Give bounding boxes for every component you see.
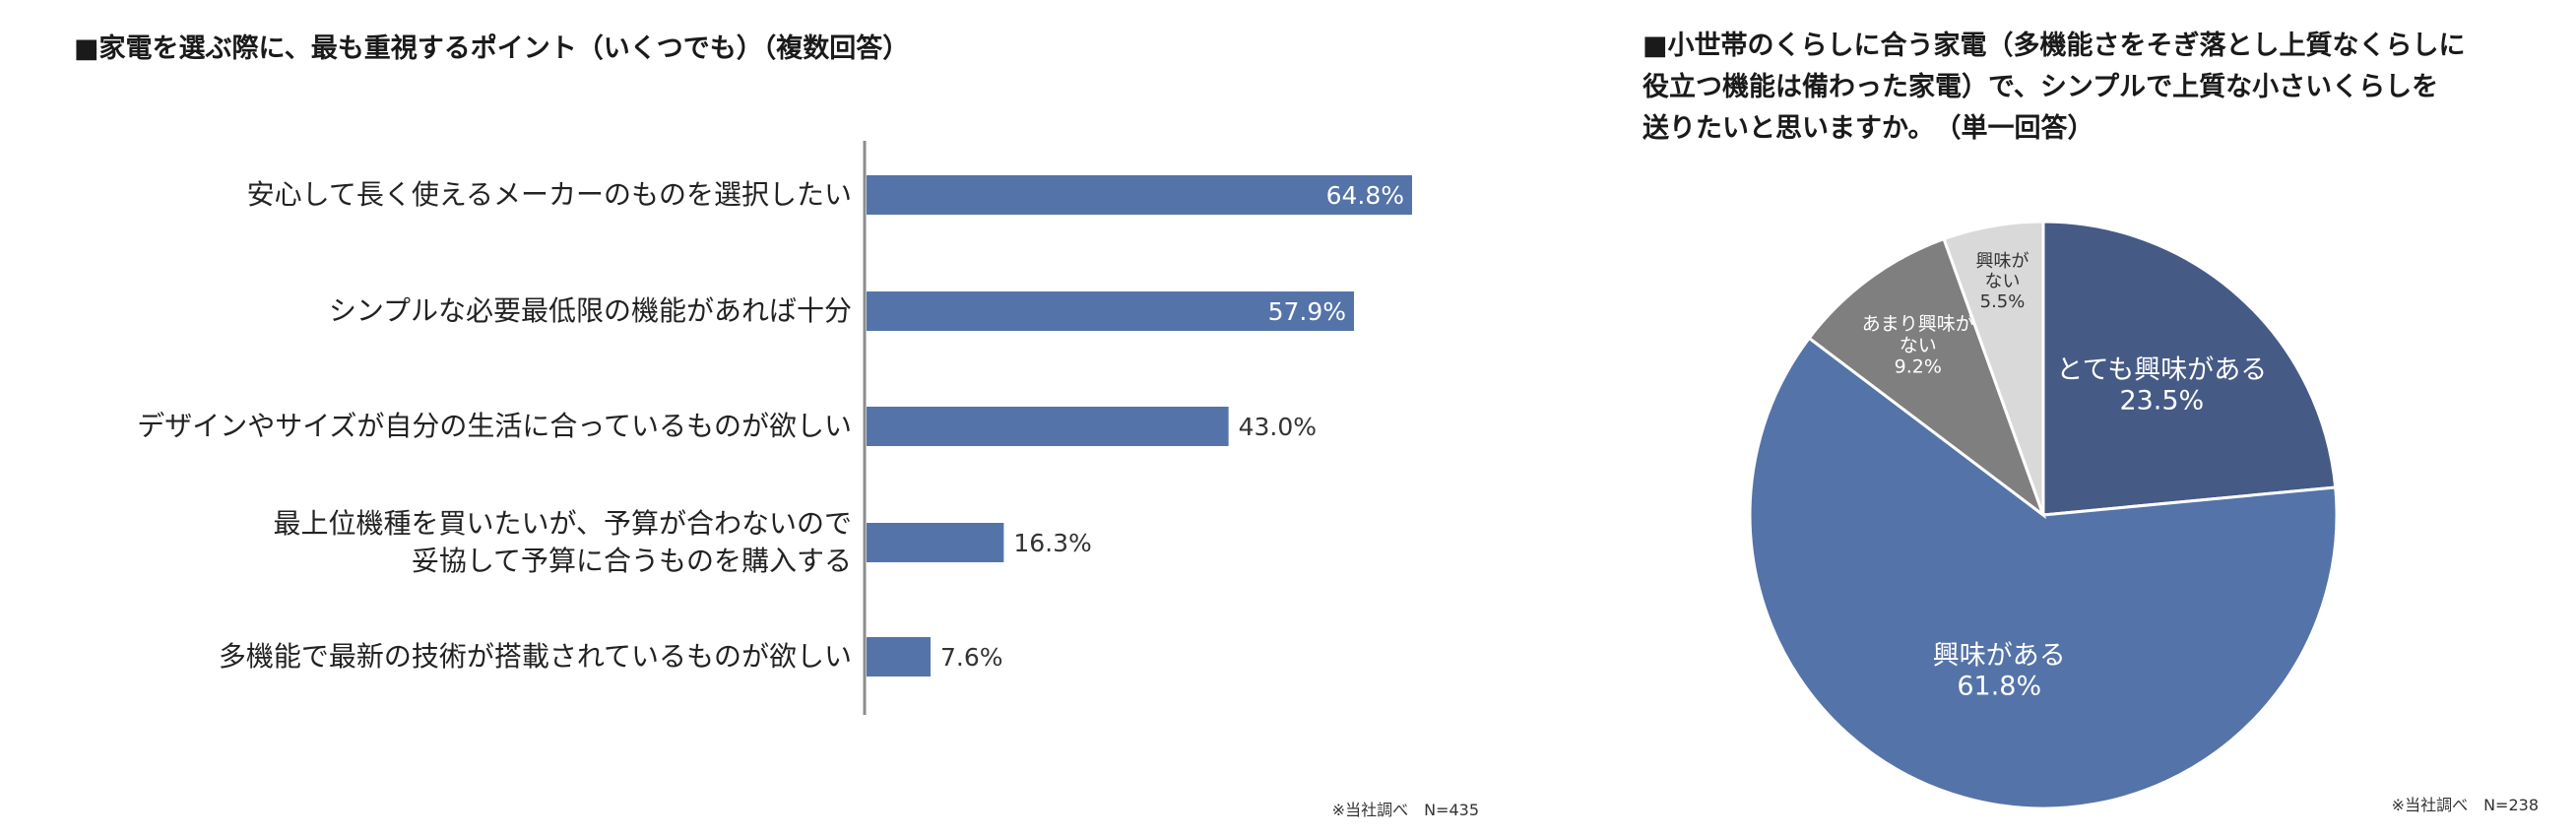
pie-slice-label: 23.5%	[2119, 386, 2204, 417]
bar-value-label: 43.0%	[1239, 413, 1317, 441]
bar-value-label: 64.8%	[1326, 181, 1404, 210]
bar	[867, 637, 931, 676]
pie-slice-label: 興味がある	[1933, 641, 2066, 672]
category-label: 最上位機種を買いたいが、予算が合わないので	[274, 507, 852, 540]
category-label: 多機能で最新の技術が搭載されているものが欲しい	[219, 640, 852, 673]
bar	[867, 523, 1004, 562]
bar-chart: ■家電を選ぶ際に、最も重視するポイント（いくつでも）（複数回答） 64.8% 安心…	[74, 32, 1479, 819]
pie-slice-label: 61.8%	[1957, 672, 2041, 702]
pie-slice-label: ない	[1900, 335, 1937, 356]
bar-marks: 64.8% 安心して長く使えるメーカーのものを選択したい 57.9% シンプルな必要最…	[137, 175, 1412, 676]
category-label: デザインやサイズが自分の生活に合っているものが欲しい	[137, 410, 852, 442]
bar-value-label: 7.6%	[940, 643, 1003, 672]
category-label: シンプルな必要最低限の機能があれば十分	[329, 294, 852, 327]
pie-slice-label: あまり興味が	[1862, 313, 1974, 335]
pie-slice-label: とても興味がある	[2056, 355, 2267, 386]
pie-slice-label: 5.5%	[1980, 291, 2026, 312]
pie-title-line: ■小世帯のくらしに合う家電（多機能さをそぎ落とし上質なくらしに	[1642, 30, 2466, 61]
category-label: 妥協して予算に合うものを購入する	[412, 545, 852, 577]
pie-chart: ■小世帯のくらしに合う家電（多機能さをそぎ落とし上質なくらしに役立つ機能は備わっ…	[1642, 30, 2539, 814]
bar	[867, 291, 1355, 331]
bar-chart-title: ■家電を選ぶ際に、最も重視するポイント（いくつでも）（複数回答）	[74, 32, 909, 64]
pie-slice	[1807, 236, 2047, 520]
bar	[867, 175, 1412, 215]
pie-title-line: 送りたいと思いますか。 （単一回答）	[1642, 112, 2093, 144]
bar-value-label: 57.9%	[1268, 297, 1346, 326]
pie-title-line: 役立つ機能は備わった家電）で、シンプルで上質な小さいくらしを	[1642, 71, 2438, 102]
pie-slice	[1942, 220, 2045, 516]
pie-slice	[1748, 336, 2339, 810]
pie-labels: とても興味がある23.5%興味がある61.8%あまり興味がない9.2%興味がない…	[1862, 251, 2267, 702]
pie-slice-label: ない	[1984, 272, 2020, 292]
pie-slice-label: 9.2%	[1895, 356, 1942, 378]
pie-slice-label: 興味が	[1975, 251, 2029, 272]
pie-slice	[2041, 220, 2338, 517]
bar-value-label: 16.3%	[1013, 529, 1091, 557]
category-label: 安心して長く使えるメーカーのものを選択したい	[247, 178, 852, 211]
pie-chart-title: ■小世帯のくらしに合う家電（多機能さをそぎ落とし上質なくらしに役立つ機能は備わっ…	[1642, 30, 2466, 144]
pie-slices	[1748, 220, 2339, 810]
pie-chart-footnote: ※当社調べ N=238	[2392, 796, 2539, 814]
bar	[867, 407, 1229, 446]
bar-chart-footnote: ※当社調べ N=435	[1332, 801, 1479, 819]
